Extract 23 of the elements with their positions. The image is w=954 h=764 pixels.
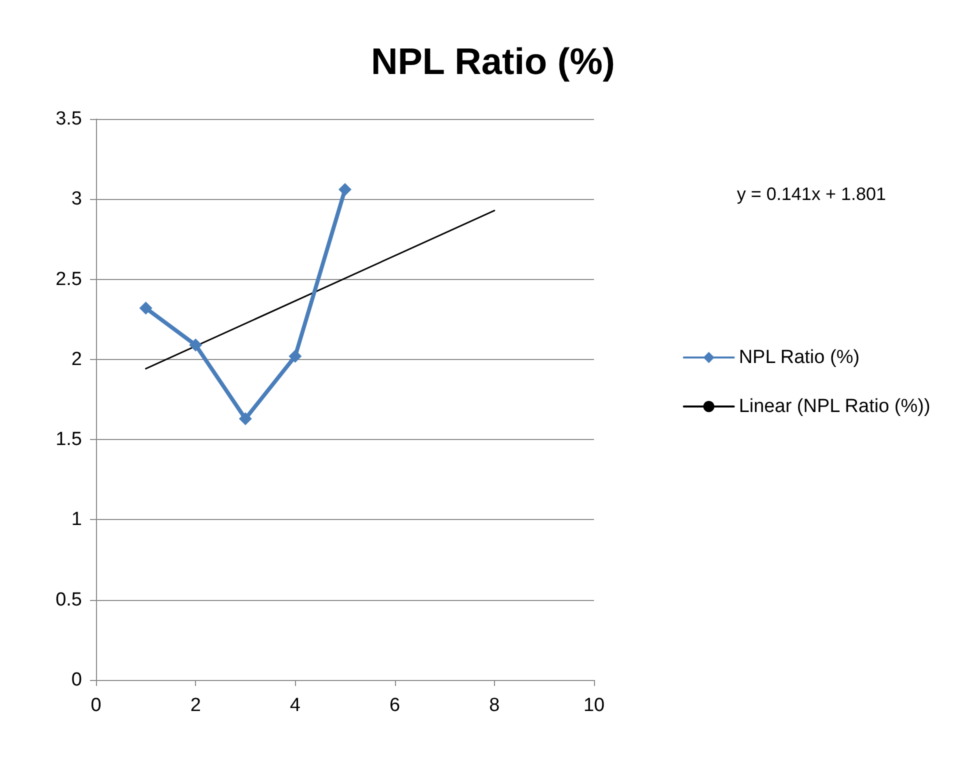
y-tick-label: 2 [71, 348, 82, 370]
y-tick-label: 0.5 [56, 589, 82, 610]
point [338, 183, 352, 196]
x-tick-label: 10 [583, 695, 605, 716]
point [238, 412, 252, 426]
x-tick-label: 6 [390, 695, 400, 716]
y-tick-label: 3 [71, 188, 82, 210]
point [139, 302, 152, 315]
y-tick-label: 3.5 [56, 108, 82, 130]
y-tick-label: 0 [71, 670, 82, 690]
legend-label: NPL Ratio (%) [738, 347, 860, 368]
chart-title: NPL Ratio (%) [371, 41, 615, 82]
x-tick-label: 8 [489, 695, 500, 716]
text: y = 0.141x + 1.801 [736, 184, 886, 204]
point [288, 350, 302, 363]
y-tick-label: 1 [71, 509, 82, 530]
x-tick-label: 4 [290, 695, 301, 716]
x-tick-label: 2 [190, 695, 201, 716]
legend-label: Linear (NPL Ratio (%)) [738, 396, 930, 417]
point [189, 338, 202, 352]
y-tick-label: 2.5 [56, 268, 82, 290]
y-tick-label: 1.5 [56, 429, 82, 450]
x-tick-label: 0 [90, 695, 102, 716]
